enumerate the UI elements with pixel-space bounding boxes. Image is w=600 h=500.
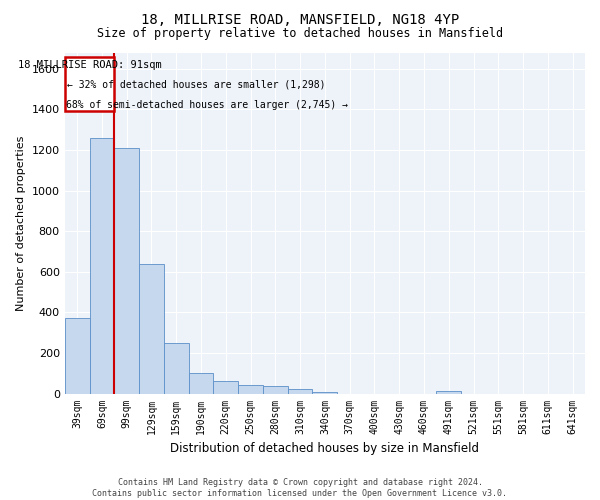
Text: 68% of semi-detached houses are larger (2,745) →: 68% of semi-detached houses are larger (… (66, 100, 348, 110)
FancyBboxPatch shape (65, 56, 114, 112)
Text: Size of property relative to detached houses in Mansfield: Size of property relative to detached ho… (97, 28, 503, 40)
Bar (238, 386, 263, 394)
Y-axis label: Number of detached properties: Number of detached properties (16, 136, 26, 310)
Bar (263, 386, 288, 394)
Bar (313, 392, 337, 394)
Bar (65, 318, 89, 394)
Text: 18 MILLRISE ROAD: 91sqm: 18 MILLRISE ROAD: 91sqm (17, 60, 161, 70)
Bar (188, 374, 214, 394)
Bar (214, 382, 238, 394)
Bar (114, 148, 139, 394)
Bar (164, 343, 188, 394)
Text: ← 32% of detached houses are smaller (1,298): ← 32% of detached houses are smaller (1,… (67, 80, 325, 90)
Bar (288, 390, 313, 394)
Text: Contains HM Land Registry data © Crown copyright and database right 2024.
Contai: Contains HM Land Registry data © Crown c… (92, 478, 508, 498)
Bar (89, 138, 114, 394)
Bar (139, 264, 164, 394)
Text: 18, MILLRISE ROAD, MANSFIELD, NG18 4YP: 18, MILLRISE ROAD, MANSFIELD, NG18 4YP (141, 12, 459, 26)
X-axis label: Distribution of detached houses by size in Mansfield: Distribution of detached houses by size … (170, 442, 479, 455)
Bar (436, 390, 461, 394)
